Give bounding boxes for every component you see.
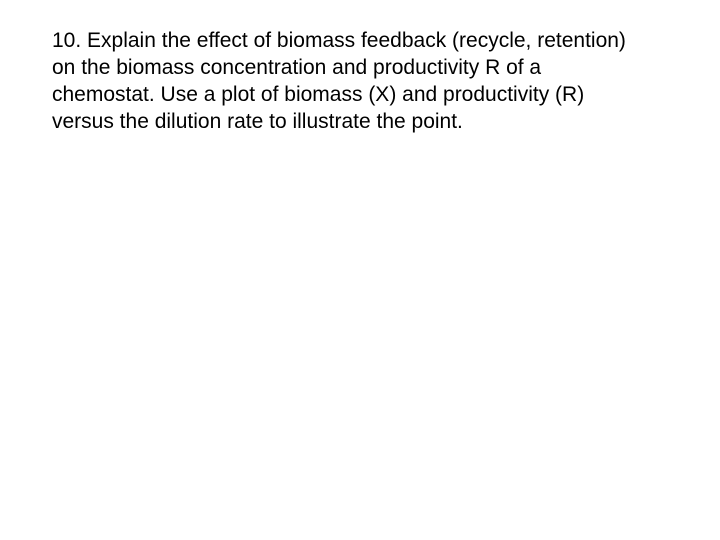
question-text: 10. Explain the effect of biomass feedba… — [52, 28, 632, 136]
slide-page: 10. Explain the effect of biomass feedba… — [0, 0, 720, 540]
